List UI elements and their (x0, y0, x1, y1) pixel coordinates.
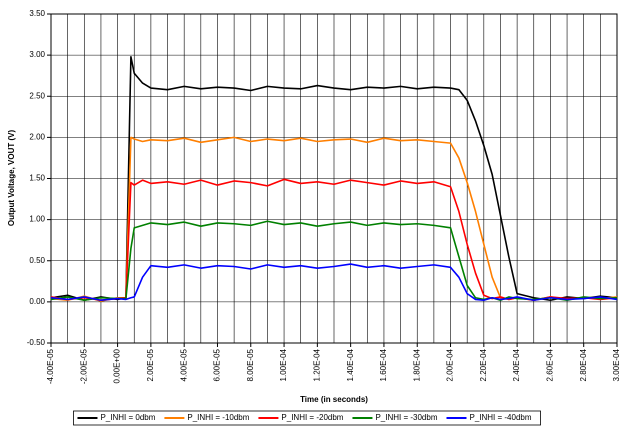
series-line (50, 55, 618, 302)
legend-label: P_INHI = -20dbm (281, 413, 343, 422)
x-tick-label: -4.00E-05 (46, 348, 55, 384)
x-tick-label: 1.00E-04 (279, 348, 288, 381)
plot-frame (50, 13, 618, 344)
legend-box (73, 410, 541, 426)
y-tick-label: 3.50 (29, 9, 45, 18)
x-tick-label: 1.40E-04 (346, 348, 355, 381)
y-tick-label: -0.50 (27, 338, 46, 347)
x-tick-label: 2.40E-04 (512, 348, 521, 381)
legend-label: P_INHI = 0dbm (100, 413, 155, 422)
x-tick-label: 8.00E-05 (246, 348, 255, 381)
legend-label: P_INHI = -40dbm (469, 413, 531, 422)
x-tick-label: 1.20E-04 (312, 348, 321, 381)
legend: P_INHI = 0dbm P_INHI = -10dbm P_INHI = -20… (73, 410, 541, 426)
x-tick-label: 0.00E+00 (113, 348, 122, 383)
y-tick-label: 3.00 (29, 50, 45, 59)
x-tick-label: 1.60E-04 (379, 348, 388, 381)
series-line (50, 263, 618, 302)
x-tick-label: 4.00E-05 (179, 348, 188, 381)
x-tick-label: 2.80E-04 (579, 348, 588, 381)
x-axis-title: Time (in seconds) (300, 395, 368, 404)
y-axis-title: Output Voltage, VOUT (V) (7, 130, 16, 227)
series-line (50, 220, 618, 302)
x-tick-label: 6.00E-05 (213, 348, 222, 381)
legend-label: P_INHI = -10dbm (187, 413, 249, 422)
y-tick-label: 1.00 (29, 215, 45, 224)
x-tick-label: 2.00E-05 (146, 348, 155, 381)
series-line (50, 178, 618, 302)
x-tick-label: -2.00E-05 (79, 348, 88, 384)
y-tick-label: 0.00 (29, 297, 45, 306)
x-tick-label: 2.20E-04 (479, 348, 488, 381)
legend-label: P_INHI = -30dbm (375, 413, 437, 422)
x-tick-label: 1.80E-04 (412, 348, 421, 381)
y-tick-label: 1.50 (29, 174, 45, 183)
y-tick-label: 0.50 (29, 256, 45, 265)
x-tick-label: 2.60E-04 (546, 348, 555, 381)
y-tick-label: 2.00 (29, 132, 45, 141)
x-tick-label: 2.00E-04 (446, 348, 455, 381)
x-tick-label: 3.00E-04 (612, 348, 619, 381)
y-tick-label: 2.50 (29, 91, 45, 100)
